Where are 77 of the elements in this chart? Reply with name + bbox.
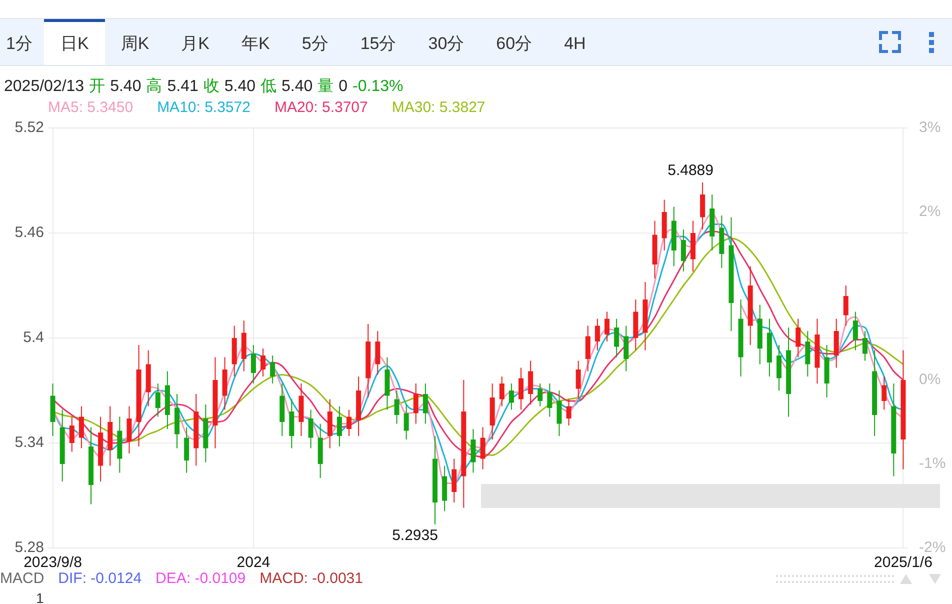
candlestick (680, 229, 686, 272)
candlestick (260, 348, 266, 377)
candlestick (184, 426, 190, 474)
y-tick-label: 5.46 (14, 224, 44, 242)
y2-tick-label: 0% (919, 371, 941, 388)
x-tick-label: 2024 (236, 554, 270, 572)
text: MA30: 5.3827 (392, 99, 486, 116)
candlestick (576, 360, 581, 400)
text: 60分 (495, 33, 534, 55)
candlestick (155, 383, 160, 418)
text: 4H (563, 32, 587, 54)
x-tick-label: 2025/1/6 (874, 554, 932, 572)
y2-tick-label: -2% (919, 539, 946, 556)
candlestick (499, 376, 504, 407)
y2-tick-label: 2% (919, 203, 941, 220)
candlestick (470, 428, 476, 474)
candlestick (700, 182, 706, 230)
text: MACD (0, 570, 44, 587)
candlestick (394, 390, 400, 424)
text: 年K (240, 33, 271, 55)
candlestick (422, 383, 428, 424)
candlestick (126, 406, 132, 454)
text: 30分 (427, 33, 466, 55)
text: MA10: 5.3572 (157, 99, 250, 116)
text: MA20: 5.3707 (274, 99, 368, 116)
candlestick (538, 383, 543, 407)
candlestick (566, 398, 572, 426)
candlestick (547, 383, 552, 418)
candlestick (413, 383, 418, 424)
y-tick-label: 5.28 (14, 539, 44, 556)
text: 1分 (5, 33, 34, 55)
candlestick (624, 325, 629, 372)
annotation: 5.2935 (392, 527, 438, 544)
text: MACD: -0.0031 (260, 570, 363, 587)
candlestick (250, 344, 256, 384)
candlestick (270, 355, 276, 384)
y-tick-label: 5.34 (14, 434, 44, 452)
candlestick (518, 367, 524, 410)
candlestick (375, 330, 380, 376)
text: 日K (44, 19, 105, 65)
text: 月K (180, 33, 210, 55)
text: 15分 (359, 33, 398, 55)
candlestick (508, 383, 514, 410)
text: DIF: -0.0124 (58, 570, 142, 587)
text: DEA: -0.0109 (156, 570, 246, 587)
candlestick (882, 376, 887, 410)
candlestick (594, 318, 600, 351)
candlestick (614, 318, 620, 358)
x-tick-label: 2023/9/8 (24, 554, 82, 572)
text: MA5: 5.3450 (48, 99, 134, 116)
candlestick (404, 404, 409, 440)
candlestick (805, 330, 810, 377)
candlestick (556, 390, 562, 436)
candlestick (78, 406, 84, 449)
candlestick (604, 311, 610, 342)
candlestick (776, 344, 782, 391)
candlestick (796, 318, 801, 358)
candlestick (69, 416, 74, 452)
y2-tick-label: 3% (919, 119, 941, 136)
text: 1 (36, 590, 44, 604)
candlestick (452, 458, 457, 503)
candlestick (308, 409, 314, 449)
candlestick (852, 311, 858, 351)
chart-title: 2025/02/13 开 5.40 高 5.41 收 5.40 低 5.40 量 0 -0.13% (4, 78, 404, 95)
candlestick (862, 330, 868, 362)
candlestick (528, 360, 534, 405)
candlestick (346, 409, 352, 436)
annotation: 5.4889 (668, 162, 714, 180)
text: 周K (120, 33, 150, 55)
candlestick (336, 406, 342, 447)
text: 5分 (300, 33, 330, 55)
candlestick (585, 325, 590, 372)
y-tick-label: 5.52 (14, 119, 44, 136)
candlestick (480, 426, 486, 470)
candlestick (843, 285, 848, 326)
y-tick-label: 5.4 (23, 329, 44, 346)
y2-tick-label: -1% (919, 455, 946, 472)
